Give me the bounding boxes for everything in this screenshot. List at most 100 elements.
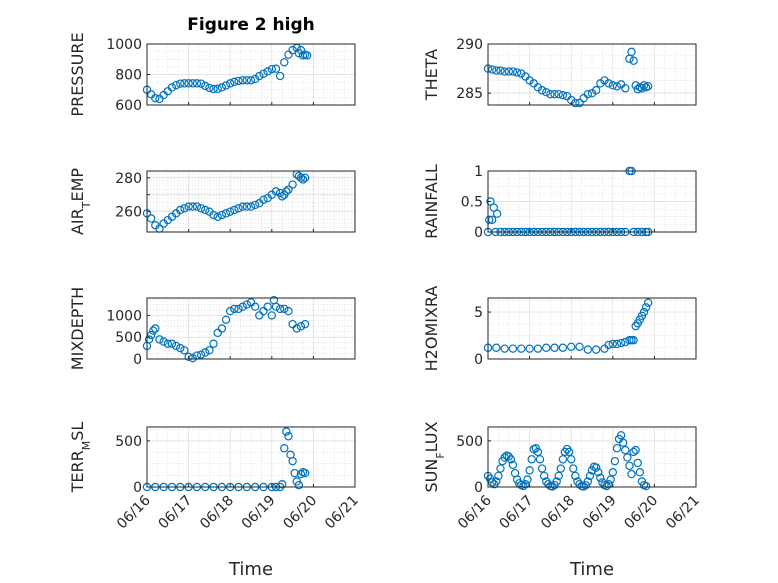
data-point xyxy=(633,85,642,94)
data-point xyxy=(535,455,545,464)
x-tick-label: 06/20 xyxy=(621,493,661,533)
data-point xyxy=(259,69,268,78)
data-point xyxy=(176,205,185,215)
data-point xyxy=(608,468,618,477)
data-point xyxy=(519,481,528,491)
data-point xyxy=(192,79,202,88)
data-point xyxy=(512,68,522,77)
y-axis-label: RAINFALL xyxy=(422,164,441,239)
data-point xyxy=(284,185,293,194)
data-point xyxy=(564,447,574,457)
data-point xyxy=(230,205,239,215)
data-point xyxy=(500,67,509,76)
data-point xyxy=(575,342,584,351)
subplot-pressure: 600 800 1000 PRESSURE xyxy=(68,32,356,117)
data-point xyxy=(623,453,632,462)
x-tick-label: 06/21 xyxy=(663,493,703,533)
data-point xyxy=(242,300,252,309)
data-point xyxy=(571,98,580,108)
data-point xyxy=(146,214,156,223)
data-point xyxy=(604,480,613,489)
data-point xyxy=(506,455,516,464)
data-point xyxy=(213,328,222,338)
data-point xyxy=(196,204,206,213)
series-markers xyxy=(142,170,310,233)
data-point xyxy=(639,81,649,90)
y-tick-label: 500 xyxy=(115,330,142,346)
series-markers xyxy=(483,298,653,354)
data-point xyxy=(246,76,256,85)
x-axis-label: Time xyxy=(569,559,614,580)
y-tick-label: 0 xyxy=(133,480,142,496)
data-point xyxy=(606,475,615,484)
data-point xyxy=(591,86,601,95)
y-tick-label: 1000 xyxy=(106,37,142,53)
y-tick-label: 500 xyxy=(456,434,483,450)
y-tick-label: 500 xyxy=(115,434,142,450)
data-point xyxy=(275,71,285,81)
data-point xyxy=(619,438,628,447)
data-point xyxy=(263,67,272,76)
data-point xyxy=(552,477,561,486)
data-point xyxy=(180,346,189,355)
data-point xyxy=(171,341,181,351)
axes-frame xyxy=(487,297,697,360)
data-point xyxy=(188,79,197,88)
data-point xyxy=(596,79,605,88)
data-point xyxy=(487,215,497,224)
data-point xyxy=(496,464,505,473)
data-point xyxy=(633,458,642,468)
data-point xyxy=(201,81,210,91)
data-point xyxy=(635,468,645,477)
y-tick-label: 600 xyxy=(115,98,142,114)
figure-title: Figure 2 high xyxy=(187,15,315,35)
data-point xyxy=(159,337,168,346)
data-point xyxy=(275,304,285,314)
x-tick-label: 06/17 xyxy=(497,493,537,533)
data-point xyxy=(485,215,494,224)
data-point xyxy=(238,76,247,85)
data-point xyxy=(209,210,218,220)
y-axis-label: MIXDEPTH xyxy=(68,287,87,370)
data-point xyxy=(201,348,210,357)
data-point xyxy=(242,76,252,85)
y-axis-label: AIRTEMP xyxy=(68,168,93,235)
data-point xyxy=(525,466,534,475)
x-tick-label: 06/17 xyxy=(156,493,196,533)
data-point xyxy=(567,342,576,351)
data-point xyxy=(591,463,601,472)
data-point xyxy=(643,298,653,307)
data-point xyxy=(641,303,651,312)
data-point xyxy=(176,343,185,353)
y-tick-label: 0 xyxy=(474,480,483,496)
data-point xyxy=(242,202,252,211)
subplot-theta: 285 290 THETA xyxy=(422,37,697,108)
y-tick-label: 260 xyxy=(115,205,142,221)
data-point xyxy=(149,326,158,335)
data-point xyxy=(288,456,297,466)
y-tick-label: 5 xyxy=(474,305,483,321)
y-axis-label: THETA xyxy=(422,49,441,101)
data-point xyxy=(500,344,509,353)
data-point xyxy=(556,464,566,473)
data-point xyxy=(221,81,231,90)
y-tick-label: 0 xyxy=(474,352,483,368)
y-tick-label: 280 xyxy=(115,171,142,187)
data-point xyxy=(604,79,613,88)
data-point xyxy=(271,64,281,73)
axes-frame xyxy=(487,426,697,488)
data-point xyxy=(575,480,584,489)
data-point xyxy=(558,90,568,100)
y-tick-label: 800 xyxy=(115,68,142,84)
data-point xyxy=(280,444,289,453)
data-point xyxy=(267,311,276,320)
data-point xyxy=(290,468,299,478)
data-point xyxy=(188,202,197,211)
data-point xyxy=(621,84,630,93)
data-point xyxy=(225,306,235,316)
data-point xyxy=(263,302,272,311)
data-point xyxy=(567,455,576,464)
data-point xyxy=(146,330,156,340)
data-point xyxy=(221,315,231,324)
data-point xyxy=(629,447,638,457)
